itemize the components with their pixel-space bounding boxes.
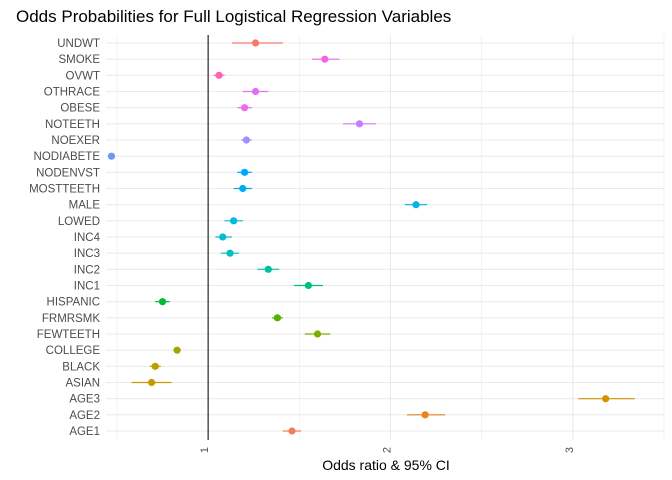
y-label-inc2: INC2 <box>74 264 100 276</box>
point-ovwt <box>215 71 223 79</box>
y-label-college: COLLEGE <box>46 345 101 357</box>
y-label-noteeth: NOTEETH <box>45 119 100 131</box>
x-axis-tick-labels: 1 2 3 <box>199 447 576 453</box>
y-label-age2: AGE2 <box>69 410 100 422</box>
y-label-smoke: SMOKE <box>58 54 100 66</box>
y-label-asian: ASIAN <box>65 378 100 390</box>
point-inc3 <box>226 249 234 257</box>
x-axis-title: Odds ratio & 95% CI <box>322 457 450 473</box>
y-label-inc4: INC4 <box>74 232 101 244</box>
y-label-lowed: LOWED <box>58 216 100 228</box>
x-tick-label-2: 2 <box>381 447 393 453</box>
y-label-nodenvst: NODENVST <box>36 167 100 179</box>
y-label-nodiabete: NODIABETE <box>34 151 101 163</box>
y-label-fewteeth: FEWTEETH <box>37 329 100 341</box>
point-noexer <box>242 136 251 144</box>
y-label-male: MALE <box>69 200 101 212</box>
chart-title: Odds Probabilities for Full Logistical R… <box>16 7 451 26</box>
x-tick-label-1: 1 <box>199 447 211 453</box>
y-label-mostteeth: MOSTTEETH <box>29 184 100 196</box>
x-tick-label-3: 3 <box>564 447 576 453</box>
point-asian <box>147 378 156 387</box>
y-label-inc1: INC1 <box>74 281 100 293</box>
point-mostteeth <box>239 184 247 193</box>
point-black <box>151 362 159 370</box>
point-fewteeth <box>313 330 322 338</box>
y-label-black: BLACK <box>62 361 100 373</box>
point-college <box>173 346 181 354</box>
point-inc4 <box>219 233 227 241</box>
point-noteeth <box>355 120 364 128</box>
y-label-noexer: NOEXER <box>51 135 100 147</box>
point-nodenvst <box>240 168 249 176</box>
y-label-frmrsmk: FRMRSMK <box>42 313 100 325</box>
y-axis-labels: UNDWT SMOKE OVWT OTHRACE OBESE NOTEETH NOEXER N… <box>29 38 101 438</box>
point-nodiabete <box>107 152 116 160</box>
y-label-undwt: UNDWT <box>57 38 100 50</box>
point-smoke <box>321 55 329 63</box>
grid-lines <box>106 35 665 440</box>
y-label-obese: OBESE <box>60 103 100 115</box>
y-label-age3: AGE3 <box>69 394 100 406</box>
point-inc2 <box>264 265 272 273</box>
point-othrace <box>251 87 260 96</box>
data-marks <box>107 39 635 435</box>
point-frmrsmk <box>273 314 282 322</box>
point-undwt <box>251 39 260 47</box>
point-obese <box>240 104 249 112</box>
point-age1 <box>288 427 296 435</box>
point-male <box>412 201 420 209</box>
point-inc1 <box>304 281 313 290</box>
y-label-hispanic: HISPANIC <box>47 297 100 309</box>
y-label-inc3: INC3 <box>74 248 100 260</box>
point-age3 <box>602 395 610 403</box>
point-age2 <box>421 411 429 419</box>
y-label-othrace: OTHRACE <box>44 87 101 99</box>
y-label-age1: AGE1 <box>69 426 100 438</box>
y-label-ovwt: OVWT <box>66 70 101 82</box>
point-hispanic <box>158 298 167 306</box>
point-lowed <box>230 217 238 225</box>
